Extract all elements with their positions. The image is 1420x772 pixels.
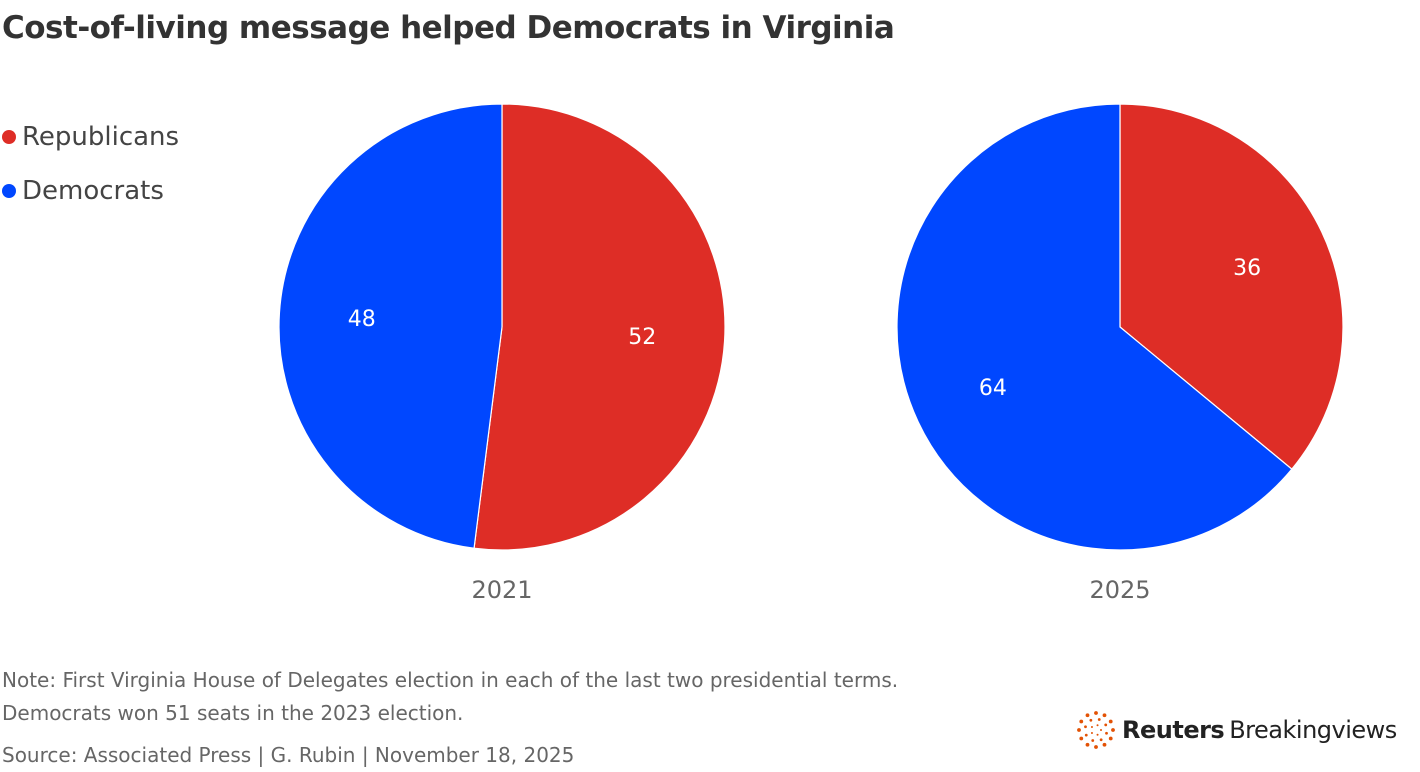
- pie-year-label: 2025: [1089, 576, 1150, 604]
- data-label: 36: [1233, 256, 1261, 281]
- data-label: 48: [348, 307, 376, 332]
- pie-slice-2025-democrats: [896, 103, 1293, 551]
- data-label: 64: [979, 376, 1007, 401]
- logo-product: Breakingviews: [1229, 716, 1397, 744]
- legend-swatch-republicans: [2, 130, 16, 144]
- data-label: 52: [628, 325, 656, 350]
- pie-year-label: 2021: [471, 576, 532, 604]
- note-line-2: Democrats won 51 seats in the 2023 elect…: [2, 701, 464, 725]
- legend-item-democrats: Democrats: [2, 176, 164, 206]
- note-line-1: Note: First Virginia House of Delegates …: [2, 668, 899, 692]
- legend-label: Democrats: [22, 176, 164, 206]
- chart-title: Cost-of-living message helped Democrats …: [2, 10, 895, 46]
- reuters-breakingviews-logo: Reuters Breakingviews: [1076, 710, 1397, 750]
- legend-label: Republicans: [22, 122, 180, 152]
- pie-slice-2025-republicans: [1119, 103, 1344, 470]
- legend-swatch-democrats: [2, 184, 16, 198]
- source-line: Source: Associated Press | G. Rubin | No…: [2, 743, 575, 767]
- reuters-logo-icon: [1077, 711, 1115, 749]
- pie-slice-2021-democrats: [278, 103, 503, 549]
- pie-slice-2021-republicans: [473, 103, 726, 551]
- legend-item-republicans: Republicans: [2, 122, 179, 152]
- logo-brand: Reuters: [1122, 716, 1225, 744]
